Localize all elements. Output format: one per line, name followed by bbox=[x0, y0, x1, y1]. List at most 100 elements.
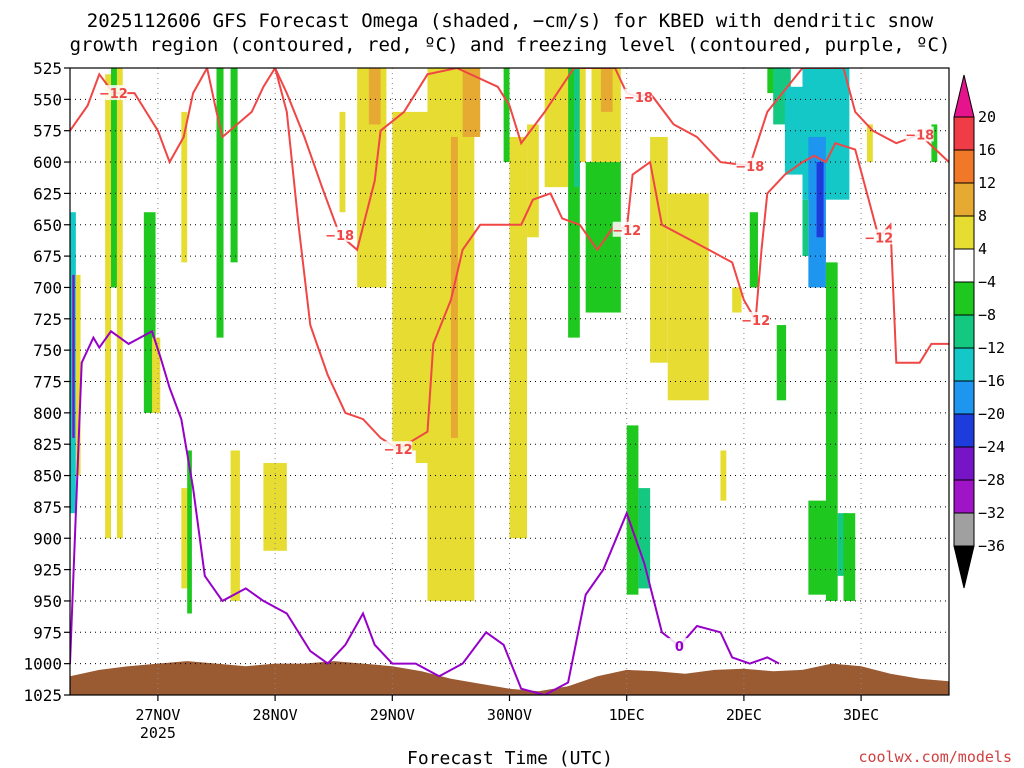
x-tick-label: 30NOV bbox=[487, 706, 532, 724]
omega-region-7 bbox=[181, 111, 188, 263]
isotherm-contour-1-label-bg bbox=[325, 226, 354, 242]
isotherm-contour-0-label: −12 bbox=[612, 224, 641, 239]
x-tick-label: 3DEC bbox=[843, 706, 879, 724]
colorbar-band bbox=[953, 314, 975, 349]
omega-region-23 bbox=[509, 136, 528, 539]
omega-shading bbox=[70, 68, 938, 614]
x-axis-label: Forecast Time (UTC) bbox=[407, 748, 613, 768]
colorbar-band bbox=[953, 116, 975, 151]
isotherm-contour-0-label: −12 bbox=[741, 314, 770, 329]
omega-region-45 bbox=[816, 162, 824, 238]
x-tick-label: 2DEC bbox=[726, 706, 762, 724]
omega-region-53 bbox=[152, 337, 161, 413]
isotherm-contour-1-label: −18 bbox=[905, 128, 934, 143]
freezing-level-contour-0-line bbox=[70, 329, 780, 695]
colorbar-band bbox=[953, 215, 975, 250]
isotherm-contour-1-line bbox=[274, 68, 949, 252]
omega-region-34 bbox=[650, 136, 668, 363]
x-tick-label: 29NOV bbox=[370, 706, 415, 724]
y-tick-label: 650 bbox=[33, 216, 62, 235]
isotherm-contour-0-line bbox=[70, 68, 949, 451]
colorbar-band bbox=[953, 347, 975, 382]
y-tick-label: 950 bbox=[33, 592, 62, 611]
omega-region-46 bbox=[802, 199, 809, 257]
isotherm-contour-0-label-bg bbox=[864, 229, 893, 245]
colorbar-band bbox=[953, 380, 975, 415]
omega-region-29 bbox=[585, 162, 621, 313]
x-tick-sublabel: 2025 bbox=[140, 724, 176, 742]
isotherm-contour-1-label: −18 bbox=[624, 91, 653, 106]
omega-region-37 bbox=[732, 287, 742, 313]
omega-region-24 bbox=[527, 124, 539, 238]
colorbar-label: −12 bbox=[978, 339, 1005, 357]
omega-region-28 bbox=[579, 68, 586, 163]
isotherm-contour-0-label-bg bbox=[741, 312, 770, 328]
y-tick-label: 550 bbox=[33, 90, 62, 109]
colorbar-band bbox=[953, 182, 975, 217]
credit-link[interactable]: coolwx.com/models bbox=[858, 748, 1012, 766]
colorbar-band bbox=[953, 512, 975, 547]
y-tick-label: 875 bbox=[33, 498, 62, 517]
omega-region-40 bbox=[776, 325, 787, 401]
terrain-profile bbox=[70, 661, 949, 695]
omega-region-3 bbox=[105, 74, 112, 539]
colorbar-label: −32 bbox=[978, 504, 1005, 522]
colorbar-label: −8 bbox=[978, 306, 996, 324]
omega-region-31 bbox=[600, 68, 613, 112]
y-tick-label: 825 bbox=[33, 435, 62, 454]
omega-region-14 bbox=[339, 111, 346, 213]
omega-region-16 bbox=[368, 68, 381, 125]
omega-region-11 bbox=[230, 68, 238, 263]
omega-region-52 bbox=[931, 124, 938, 163]
colorbar-band bbox=[953, 446, 975, 481]
isotherm-contour-1-label-bg bbox=[905, 126, 934, 142]
omega-region-22 bbox=[503, 68, 510, 163]
omega-region-2 bbox=[75, 274, 81, 476]
omega-region-47 bbox=[825, 262, 838, 601]
isotherm-contour-0-label-bg bbox=[612, 221, 641, 237]
omega-region-27 bbox=[573, 68, 580, 188]
isotherm-contour-0-label: −12 bbox=[384, 443, 413, 458]
omega-region-35 bbox=[667, 193, 709, 401]
omega-region-8 bbox=[181, 488, 189, 589]
y-tick-label: 750 bbox=[33, 341, 62, 360]
y-tick-label: 1000 bbox=[23, 655, 62, 674]
colorbar-band bbox=[953, 149, 975, 184]
colorbar-bottom-triangle bbox=[953, 545, 975, 589]
colorbar-band bbox=[953, 413, 975, 448]
y-tick-label: 850 bbox=[33, 467, 62, 486]
y-tick-label: 575 bbox=[33, 122, 62, 141]
colorbar-band bbox=[953, 281, 975, 316]
omega-region-5 bbox=[116, 68, 123, 539]
isotherm-contour-1-label-bg bbox=[624, 88, 653, 104]
isotherm-contour-0-label-bg bbox=[99, 85, 128, 101]
omega-region-12 bbox=[230, 450, 240, 601]
colorbar-band bbox=[953, 248, 975, 283]
y-tick-label: 925 bbox=[33, 561, 62, 580]
omega-region-42 bbox=[784, 86, 803, 175]
y-tick-label: 800 bbox=[33, 404, 62, 423]
colorbar: 20 16 12 8 4 −4 −8 −12 −16 −20 −24 −28 −32 −36 bbox=[953, 74, 1005, 589]
colorbar-label: −28 bbox=[978, 471, 1005, 489]
omega-region-38 bbox=[749, 212, 758, 288]
y-tick-label: 700 bbox=[33, 278, 62, 297]
colorbar-label: −4 bbox=[978, 273, 996, 291]
y-axis: 525 550 575 600 625 650 675 700 725 750 775 800 825 8… bbox=[23, 59, 70, 705]
isotherm-contour-0-label: −12 bbox=[99, 87, 128, 102]
x-tick-label: 28NOV bbox=[253, 706, 298, 724]
isotherm-contour-1-label: −18 bbox=[325, 229, 354, 244]
y-tick-label: 625 bbox=[33, 184, 62, 203]
colorbar-label: 16 bbox=[978, 141, 996, 159]
omega-region-4 bbox=[111, 68, 119, 288]
omega-region-48 bbox=[808, 500, 829, 595]
terrain-fill bbox=[70, 661, 949, 695]
isotherm-contour-1-label: −18 bbox=[735, 160, 764, 175]
y-tick-label: 900 bbox=[33, 529, 62, 548]
omega-region-21 bbox=[462, 68, 481, 137]
colorbar-label: 20 bbox=[978, 108, 996, 126]
y-tick-label: 725 bbox=[33, 310, 62, 329]
y-tick-label: 975 bbox=[33, 623, 62, 642]
contours: −12 −12 −12 −12 −12 −18 −18 −18 −18 0 bbox=[70, 68, 949, 695]
omega-region-9 bbox=[187, 450, 192, 614]
